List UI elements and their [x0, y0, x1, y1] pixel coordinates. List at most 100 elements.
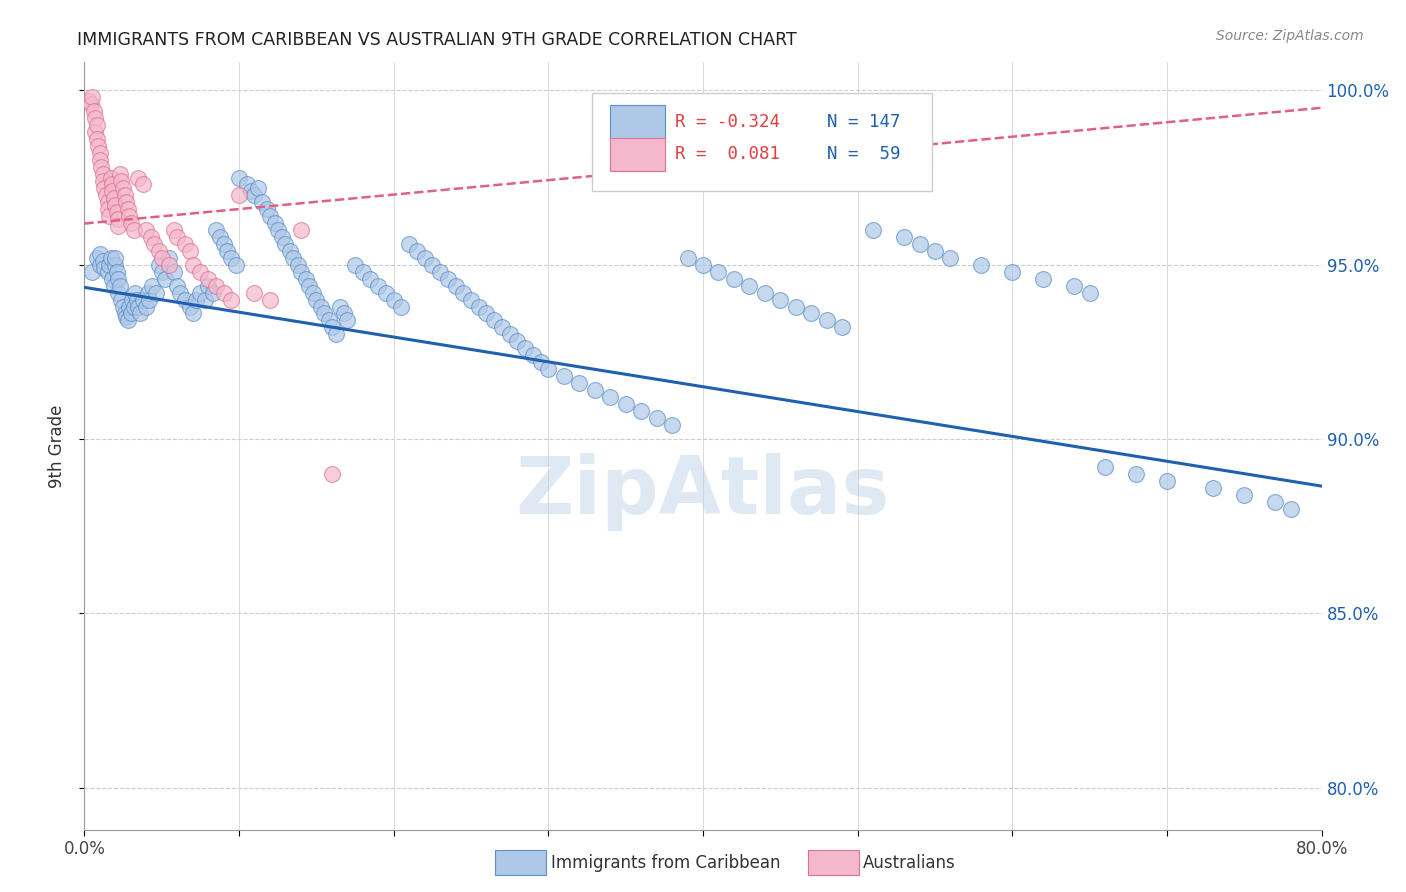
Point: [194, 293, 217, 307]
Point: [506, 334, 529, 349]
Point: [84, 125, 107, 139]
Point: [101, 271, 124, 285]
Point: [429, 265, 451, 279]
Point: [312, 306, 335, 320]
Point: [96, 194, 118, 209]
Point: [179, 300, 201, 314]
Point: [136, 285, 159, 300]
Point: [159, 258, 180, 272]
Point: [104, 198, 127, 212]
Point: [908, 236, 931, 251]
Point: [219, 251, 242, 265]
Point: [197, 271, 219, 285]
Point: [174, 236, 197, 251]
Point: [127, 300, 149, 314]
Point: [290, 265, 312, 279]
Point: [228, 170, 250, 185]
Point: [98, 258, 121, 272]
Point: [201, 285, 224, 300]
Text: Source: ZipAtlas.com: Source: ZipAtlas.com: [1216, 29, 1364, 43]
Point: [278, 244, 301, 258]
Point: [246, 181, 269, 195]
Point: [122, 223, 145, 237]
Point: [1063, 278, 1085, 293]
Point: [139, 229, 162, 244]
Point: [862, 223, 884, 237]
Point: [159, 251, 180, 265]
Point: [89, 146, 111, 161]
Point: [405, 244, 427, 258]
Point: [84, 112, 107, 126]
Point: [692, 258, 714, 272]
Point: [274, 236, 297, 251]
Point: [212, 285, 235, 300]
Point: [240, 185, 263, 199]
FancyBboxPatch shape: [592, 93, 932, 191]
Point: [114, 188, 136, 202]
Point: [297, 278, 319, 293]
Point: [115, 310, 138, 324]
Point: [86, 251, 108, 265]
Point: [924, 244, 946, 258]
Point: [100, 170, 122, 185]
Point: [537, 362, 560, 376]
Point: [103, 278, 125, 293]
Point: [815, 313, 838, 327]
Point: [325, 327, 347, 342]
Point: [219, 293, 242, 307]
Point: [153, 271, 176, 285]
Point: [228, 188, 250, 202]
FancyBboxPatch shape: [610, 105, 665, 139]
Point: [209, 229, 232, 244]
Point: [305, 293, 328, 307]
Point: [107, 285, 129, 300]
Y-axis label: 9th Grade: 9th Grade: [48, 404, 66, 488]
Point: [96, 265, 118, 279]
Point: [367, 278, 389, 293]
Point: [281, 251, 305, 265]
Point: [235, 178, 259, 192]
Point: [256, 202, 278, 216]
Point: [120, 216, 142, 230]
Point: [163, 265, 186, 279]
Point: [90, 160, 112, 174]
Point: [143, 236, 166, 251]
Point: [166, 229, 188, 244]
Point: [970, 258, 993, 272]
Point: [1264, 495, 1286, 509]
Point: [259, 293, 281, 307]
Point: [1279, 501, 1302, 516]
Point: [382, 293, 405, 307]
Point: [599, 390, 621, 404]
Point: [243, 188, 266, 202]
Point: [184, 293, 207, 307]
Point: [96, 202, 118, 216]
Point: [141, 278, 163, 293]
Point: [553, 369, 575, 384]
Point: [82, 90, 104, 104]
Point: [135, 223, 157, 237]
Point: [129, 306, 152, 320]
Point: [318, 313, 340, 327]
Point: [107, 271, 129, 285]
Point: [112, 181, 135, 195]
Point: [188, 285, 211, 300]
Point: [460, 293, 482, 307]
Point: [79, 97, 101, 112]
Point: [89, 153, 111, 167]
Point: [1156, 474, 1178, 488]
Text: R =  0.081: R = 0.081: [675, 145, 779, 163]
Point: [360, 271, 382, 285]
Point: [225, 258, 247, 272]
Point: [271, 229, 294, 244]
Point: [259, 209, 281, 223]
Point: [630, 404, 652, 418]
Point: [267, 223, 290, 237]
Point: [413, 251, 436, 265]
Point: [114, 306, 136, 320]
Point: [122, 300, 145, 314]
Point: [108, 167, 131, 181]
Point: [104, 258, 127, 272]
Text: Australians: Australians: [863, 854, 956, 871]
Point: [309, 300, 332, 314]
